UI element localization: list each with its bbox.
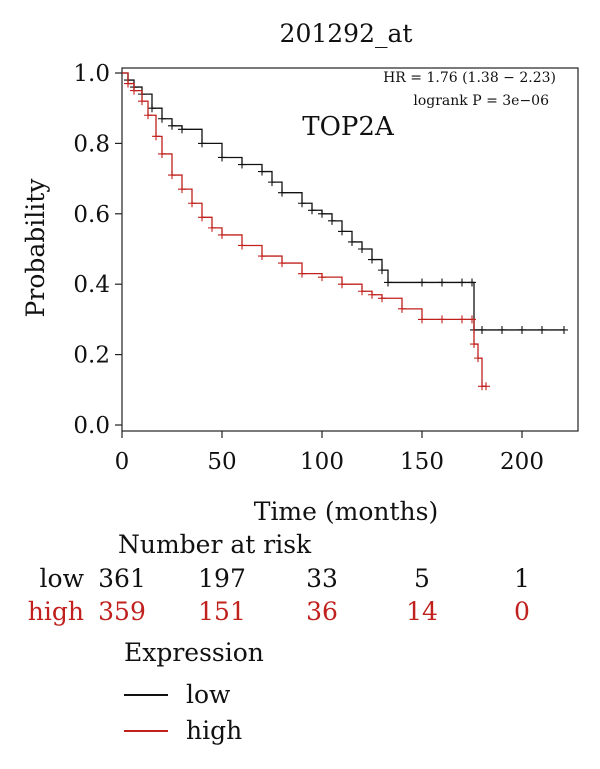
censor-mark-high (258, 252, 266, 261)
risk-row-label-high: high (27, 597, 84, 626)
legend-label-high: high (186, 716, 243, 745)
risk-cell: 151 (198, 597, 246, 626)
censor-mark-low (518, 325, 526, 334)
y-axis-label: Probability (21, 178, 50, 318)
x-tick-label: 150 (400, 449, 444, 475)
plot-frame (121, 67, 579, 432)
censor-mark-low (478, 325, 486, 334)
censor-mark-high (368, 290, 376, 299)
censor-mark-low (378, 266, 386, 275)
censor-mark-high (398, 304, 406, 313)
censor-mark-low (268, 178, 276, 187)
censor-mark-low (328, 216, 336, 225)
censor-mark-low (278, 188, 286, 197)
y-tick-label: 0.4 (73, 272, 110, 298)
legend-label-low: low (186, 680, 231, 709)
censor-mark-high (198, 213, 206, 222)
censor-mark-high (168, 171, 176, 180)
censor-mark-low (384, 278, 392, 287)
censor-mark-high (124, 79, 132, 88)
censor-mark-high (482, 382, 490, 391)
y-tick-label: 0.6 (73, 202, 110, 228)
censor-mark-high (130, 86, 138, 95)
risk-cell: 5 (414, 564, 430, 593)
axes: 0.0 0.2 0.4 0.6 0.8 1.0 0 50 100 150 200 (73, 61, 544, 475)
x-tick-label: 0 (115, 449, 130, 475)
censor-mark-high (318, 273, 326, 282)
x-tick-label: 200 (500, 449, 544, 475)
censor-mark-high (378, 294, 386, 303)
censor-mark-low (168, 121, 176, 130)
censor-mark-low (158, 114, 166, 123)
censor-mark-high (298, 269, 306, 278)
x-tick-label: 50 (207, 449, 236, 475)
censor-mark-high (358, 287, 366, 296)
censor-mark-low (338, 227, 346, 236)
censor-mark-high (474, 354, 482, 363)
legend-swatch-high (124, 730, 168, 732)
censor-mark-low (438, 278, 446, 287)
risk-cell: 1 (514, 564, 530, 593)
logrank-p: logrank P = 3e−06 (413, 93, 549, 109)
legend-swatch-low (124, 694, 168, 696)
censor-mark-low (468, 278, 476, 287)
censor-mark-high (144, 111, 152, 120)
censor-mark-high (470, 340, 478, 349)
y-tick-label: 1.0 (73, 61, 110, 87)
risk-row-label-low: low (39, 564, 84, 593)
censor-mark-low (368, 255, 376, 264)
risk-cell: 197 (198, 564, 246, 593)
risk-table-title: Number at risk (118, 530, 312, 559)
risk-cell: 36 (306, 597, 338, 626)
censor-mark-high (152, 132, 160, 141)
censor-mark-high (278, 259, 286, 268)
censor-mark-low (318, 209, 326, 218)
x-tick-label: 100 (300, 449, 344, 475)
chart-title: 201292_at (280, 19, 413, 48)
censor-mark-high (178, 185, 186, 194)
risk-cell: 14 (406, 597, 438, 626)
y-tick-label: 0.0 (73, 413, 110, 439)
km-plot: 201292_at 0.0 0.2 0.4 0.6 0.8 1.0 0 50 100 150 200… (21, 19, 579, 526)
risk-cell: 359 (98, 597, 146, 626)
censor-mark-high (218, 230, 226, 239)
censor-mark-low (418, 278, 426, 287)
censor-mark-low (238, 160, 246, 169)
censor-mark-high (468, 315, 476, 324)
censor-mark-low (308, 206, 316, 215)
survival-curves (122, 72, 568, 391)
censor-mark-low (218, 153, 226, 162)
risk-cell: 0 (514, 597, 530, 626)
censor-mark-low (348, 237, 356, 246)
censor-mark-high (458, 315, 466, 324)
censor-mark-low (458, 278, 466, 287)
censor-mark-high (208, 223, 216, 232)
censor-mark-high (338, 280, 346, 289)
censor-mark-low (498, 325, 506, 334)
censor-mark-low (148, 104, 156, 113)
hazard-ratio: HR = 1.76 (1.38 − 2.23) (383, 70, 556, 86)
gene-label: TOP2A (302, 112, 395, 142)
x-axis-label: Time (months) (254, 497, 438, 526)
legend-title: Expression (124, 638, 264, 667)
censor-mark-low (198, 139, 206, 148)
censor-mark-high (138, 97, 146, 106)
y-tick-label: 0.8 (73, 131, 110, 157)
censor-mark-low (298, 199, 306, 208)
censor-mark-low (358, 245, 366, 253)
censor-mark-high (418, 315, 426, 324)
censor-mark-high (188, 199, 196, 208)
curve-low (122, 72, 564, 331)
censor-mark-high (158, 149, 166, 158)
censor-mark-low (258, 167, 266, 176)
censor-mark-high (438, 315, 446, 324)
censor-mark-high (238, 241, 246, 250)
risk-cell: 361 (98, 564, 146, 593)
censor-mark-low (560, 325, 568, 334)
risk-cell: 33 (306, 564, 338, 593)
y-tick-label: 0.2 (73, 343, 110, 369)
censor-mark-low (538, 325, 546, 334)
censor-mark-low (178, 125, 186, 134)
